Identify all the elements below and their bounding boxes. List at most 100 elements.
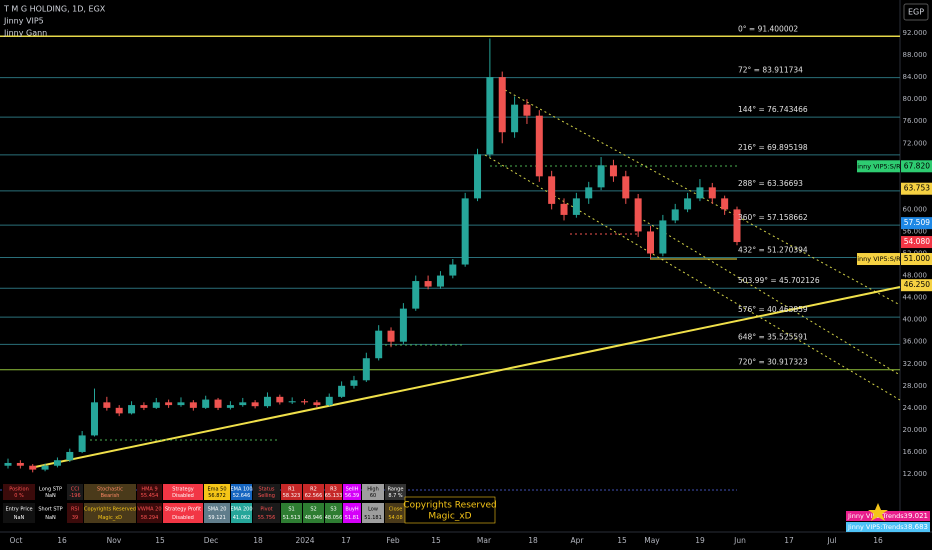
cell-value: 65.133 — [325, 493, 343, 499]
cell-value: 59.121 — [208, 515, 226, 521]
trend-value: 8.683 — [908, 523, 928, 531]
banner: Magic_xD — [428, 512, 471, 522]
table-cell — [325, 503, 342, 523]
gann-label: 72° = 83.911734 — [738, 66, 803, 75]
banner-box — [404, 496, 496, 524]
cell-label: EMA 100 — [230, 486, 252, 492]
candle-body — [535, 115, 543, 177]
table-cell — [325, 484, 342, 500]
price-label-box — [901, 253, 932, 266]
table-cell — [204, 503, 230, 523]
candle-body — [523, 104, 531, 116]
candle-body — [486, 77, 494, 155]
x-tick-label: Oct — [10, 536, 23, 545]
gann-label: 503.99° = 45.702126 — [738, 276, 820, 285]
candle-body — [313, 402, 321, 406]
y-tick-label: 28.000 — [903, 382, 928, 390]
x-tick-label: May — [644, 536, 660, 545]
candle-body — [239, 402, 247, 406]
candle-body — [128, 405, 136, 414]
candle-body — [288, 401, 296, 403]
cell-value: 55.454 — [141, 493, 159, 499]
candle-body — [399, 308, 407, 342]
cell-value: 0 % — [14, 493, 24, 499]
sr-tag: Jinny VIP5:S/R — [854, 162, 901, 170]
y-tick-label: 40.000 — [903, 316, 928, 324]
table-cell — [163, 503, 203, 523]
y-tick-label: 72.000 — [903, 139, 928, 147]
table-cell — [35, 484, 66, 500]
candle-body — [90, 402, 98, 436]
x-tick-label: Jun — [733, 536, 746, 545]
candle-body — [733, 209, 741, 243]
table-cell — [67, 484, 83, 500]
candle-body — [165, 402, 173, 406]
table-cell — [3, 484, 35, 500]
y-tick-label: 44.000 — [903, 294, 928, 302]
cell-value: 48.946 — [305, 515, 323, 521]
cell-label: Status — [259, 486, 275, 492]
candle-body — [498, 77, 506, 133]
candle-body — [572, 198, 580, 215]
cell-value: 56.872 — [208, 493, 226, 499]
candle-body — [511, 104, 519, 133]
candle-body — [140, 405, 148, 408]
y-tick-label: 88.000 — [903, 51, 928, 59]
cell-label: Strategy — [172, 486, 193, 492]
candle-body — [696, 187, 704, 199]
y-tick-label: 92.000 — [903, 29, 928, 37]
table-cell — [281, 484, 302, 500]
candle-body — [115, 407, 123, 414]
cell-value: NaN — [45, 493, 56, 499]
x-tick-label: 19 — [695, 536, 705, 545]
x-tick-label: Jul — [826, 536, 836, 545]
price-label-box — [901, 160, 932, 173]
candle-body — [474, 154, 482, 199]
currency[interactable]: EGP — [908, 8, 924, 17]
gann-label: 0° = 91.400002 — [738, 24, 798, 33]
candle-body — [622, 176, 630, 199]
candle-body — [548, 176, 556, 204]
cell-value: Magic_xD — [98, 515, 122, 521]
candle-body — [276, 396, 284, 403]
x-tick-label: 15 — [617, 536, 627, 545]
y-tick-label: 56.000 — [903, 227, 928, 235]
candle-body — [387, 330, 395, 342]
star-icon — [868, 503, 888, 521]
x-tick-label: Nov — [107, 536, 122, 545]
candle-body — [202, 399, 210, 408]
x-tick-label: 16 — [873, 536, 883, 545]
cell-label: S3 — [330, 507, 336, 513]
x-tick-label: 17 — [341, 536, 351, 545]
table-cell — [281, 503, 302, 523]
cell-value: 8.7 % — [388, 493, 403, 499]
candle-body — [226, 405, 234, 408]
x-tick-label: 2024 — [295, 536, 314, 545]
table-cell — [3, 503, 35, 523]
table-cell — [231, 484, 252, 500]
currency-box[interactable] — [903, 3, 929, 21]
candle-body — [78, 435, 86, 452]
table-cell — [204, 484, 230, 500]
candle-body — [41, 465, 49, 470]
price-label: 51.000 — [904, 254, 930, 263]
cell-label: Position — [9, 486, 28, 492]
cell-value: Disabled — [172, 515, 194, 521]
x-tick-label: Mar — [477, 536, 492, 545]
cell-label: Close — [389, 507, 403, 513]
trend-box — [846, 511, 930, 521]
table-cell — [303, 484, 324, 500]
gann-label: 144° = 76.743466 — [738, 105, 808, 114]
price-label-box — [901, 217, 932, 230]
cell-value: 39 — [72, 515, 78, 521]
candle-body — [66, 451, 74, 461]
cell-label: Strategy Profit — [165, 507, 201, 513]
candle-body — [338, 385, 346, 397]
candle-body — [251, 402, 259, 407]
table-cell — [253, 484, 280, 500]
sr-tag-box — [857, 160, 900, 173]
channel-line — [634, 214, 901, 376]
cell-label: Low — [368, 507, 378, 513]
cell-label: S1 — [288, 507, 294, 513]
